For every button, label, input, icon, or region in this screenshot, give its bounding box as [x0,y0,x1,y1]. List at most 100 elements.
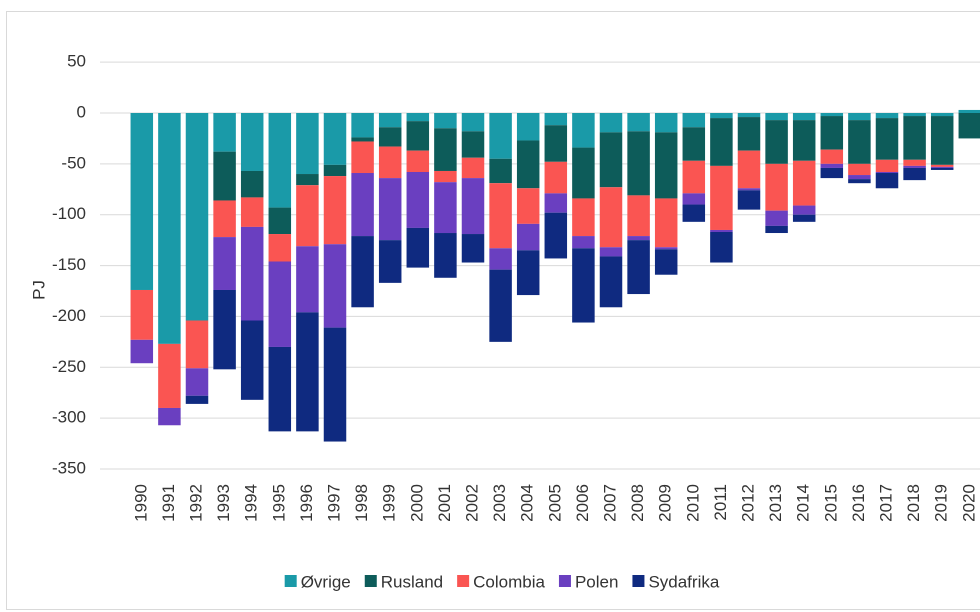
bar-segment [434,182,457,234]
bar-segment [654,132,678,199]
bar-segment [654,198,678,248]
bar-segment [572,113,595,148]
bar-segment [351,141,374,174]
bar-segment [627,240,650,295]
legend-label: Sydafrika [648,572,719,591]
legend-label: Polen [575,572,618,591]
bar-segment [710,229,733,233]
bar-segment [158,407,181,426]
x-tick-label: 2018 [904,484,923,522]
y-tick-label: -200 [52,306,86,325]
bar-segment [710,165,733,230]
bar-segment [544,125,568,162]
bar-segment [654,249,678,275]
bar-segment [351,173,374,237]
bar-segment [765,163,788,211]
bar-segment [599,247,623,257]
bar-segment [378,146,402,179]
bar-segment [130,113,154,290]
bar-segment [820,113,844,117]
bar-segment [489,269,512,342]
legend-swatch [284,575,297,587]
x-tick-label: 2015 [821,484,840,522]
bar-segment [875,173,899,189]
bar-segment [516,250,540,296]
bar-segment [710,232,733,263]
bar-segment [378,178,402,241]
x-tick-label: 2000 [407,484,426,522]
bar-segment [406,171,430,228]
bar-segment [958,109,980,113]
bar-segment [489,248,512,270]
bar-segment [903,165,926,168]
bar-segment [240,170,264,198]
bar-segment [323,327,347,442]
x-tick-label: 2003 [490,484,509,522]
bar-segment [544,161,568,194]
bar-segment [544,212,568,259]
x-tick-label: 2001 [435,484,454,522]
x-tick-label: 2014 [794,484,813,522]
bar-segment [489,113,512,159]
x-tick-label: 2016 [849,484,868,522]
bar-segment [268,234,292,262]
x-tick-label: 1992 [186,484,205,522]
x-tick-label: 2012 [738,484,757,522]
bar-segment [434,113,457,129]
y-axis-label: PJ [29,280,48,300]
y-tick-label: -50 [61,153,86,172]
bar-segment [516,140,540,189]
bar-segment [682,127,706,161]
bar-segment [820,167,844,179]
bar-segment [489,183,512,249]
x-tick-label: 2009 [656,484,675,522]
legend-label: Colombia [473,572,545,591]
bar-segment [296,246,319,313]
bar-segment [461,234,485,263]
bar-segment [599,256,623,308]
bar-segment [792,160,816,206]
bar-segment [185,320,209,369]
x-tick-label: 2004 [518,484,537,522]
bar-segment [820,149,844,164]
bar-segment [158,343,181,408]
bar-segment [710,113,733,119]
bar-segment [213,289,236,370]
bar-segment [351,113,374,138]
bar-segment [627,195,650,237]
x-tick-label: 1996 [297,484,316,522]
bar-segment [627,236,650,241]
bar-segment [434,128,457,171]
bar-segment [461,157,485,179]
bar-segment [406,150,430,172]
bar-segment [572,147,595,199]
bar-segment [185,395,209,404]
x-tick-label: 1993 [214,484,233,522]
bar-segment [572,198,595,237]
x-tick-label: 1990 [131,484,150,522]
bar-segment [130,339,154,364]
bar-segment [875,171,899,174]
bar-segment [654,113,678,133]
x-tick-label: 1999 [380,484,399,522]
bar-segment [296,113,319,175]
legend-swatch [632,575,645,587]
legend-label: Øvrige [301,572,351,591]
x-tick-label: 2006 [573,484,592,522]
bar-segment [213,113,236,152]
bar-segment [599,113,623,133]
bar-segment [378,240,402,283]
bar-segment [792,214,816,222]
bar-segment [434,170,457,183]
bar-segment [848,163,871,176]
bar-segment [875,159,899,172]
bar-segment [765,225,788,234]
x-tick-label: 2017 [876,484,895,522]
bar-segment [848,179,871,184]
legend-swatch [457,575,470,587]
bar-segment [516,113,540,141]
bar-segment [737,113,761,118]
bar-segment [296,174,319,186]
bar-segment [378,127,402,147]
x-tick-label: 1994 [242,484,261,522]
